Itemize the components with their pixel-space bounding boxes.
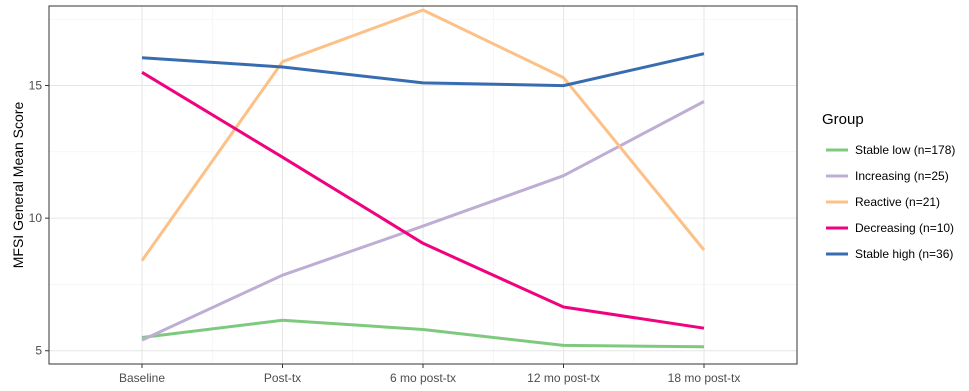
legend-label-1: Stable low (n=178) — [855, 143, 955, 157]
legend-label-3: Reactive (n=21) — [855, 195, 940, 209]
legend: Group Stable low (n=178) Increasing (n=25… — [822, 111, 955, 261]
y-axis: 5 10 15 — [29, 79, 49, 358]
legend-title: Group — [822, 111, 864, 128]
y-tick-label: 15 — [29, 79, 43, 93]
series-line-4 — [141, 71, 705, 330]
y-tick-label: 5 — [35, 344, 42, 358]
x-tick-label: 18 mo post-tx — [668, 371, 741, 385]
y-axis-title: MFSI General Mean Score — [10, 102, 26, 269]
x-tick-label: 12 mo post-tx — [527, 371, 600, 385]
x-tick-label: Baseline — [119, 371, 165, 385]
x-tick-label: Post-tx — [264, 371, 301, 385]
series-lines — [140, 8, 706, 349]
legend-label-4: Decreasing (n=10) — [855, 221, 954, 235]
legend-label-2: Increasing (n=25) — [855, 169, 949, 183]
x-axis: Baseline Post-tx 6 mo post-tx 12 mo post-tx… — [119, 364, 740, 385]
x-tick-label: 6 mo post-tx — [390, 371, 456, 385]
y-tick-label: 10 — [29, 211, 43, 225]
series-line-1 — [141, 318, 705, 349]
legend-label-5: Stable high (n=36) — [855, 247, 953, 261]
series-line-5 — [141, 52, 705, 88]
series-line-2 — [141, 100, 705, 342]
